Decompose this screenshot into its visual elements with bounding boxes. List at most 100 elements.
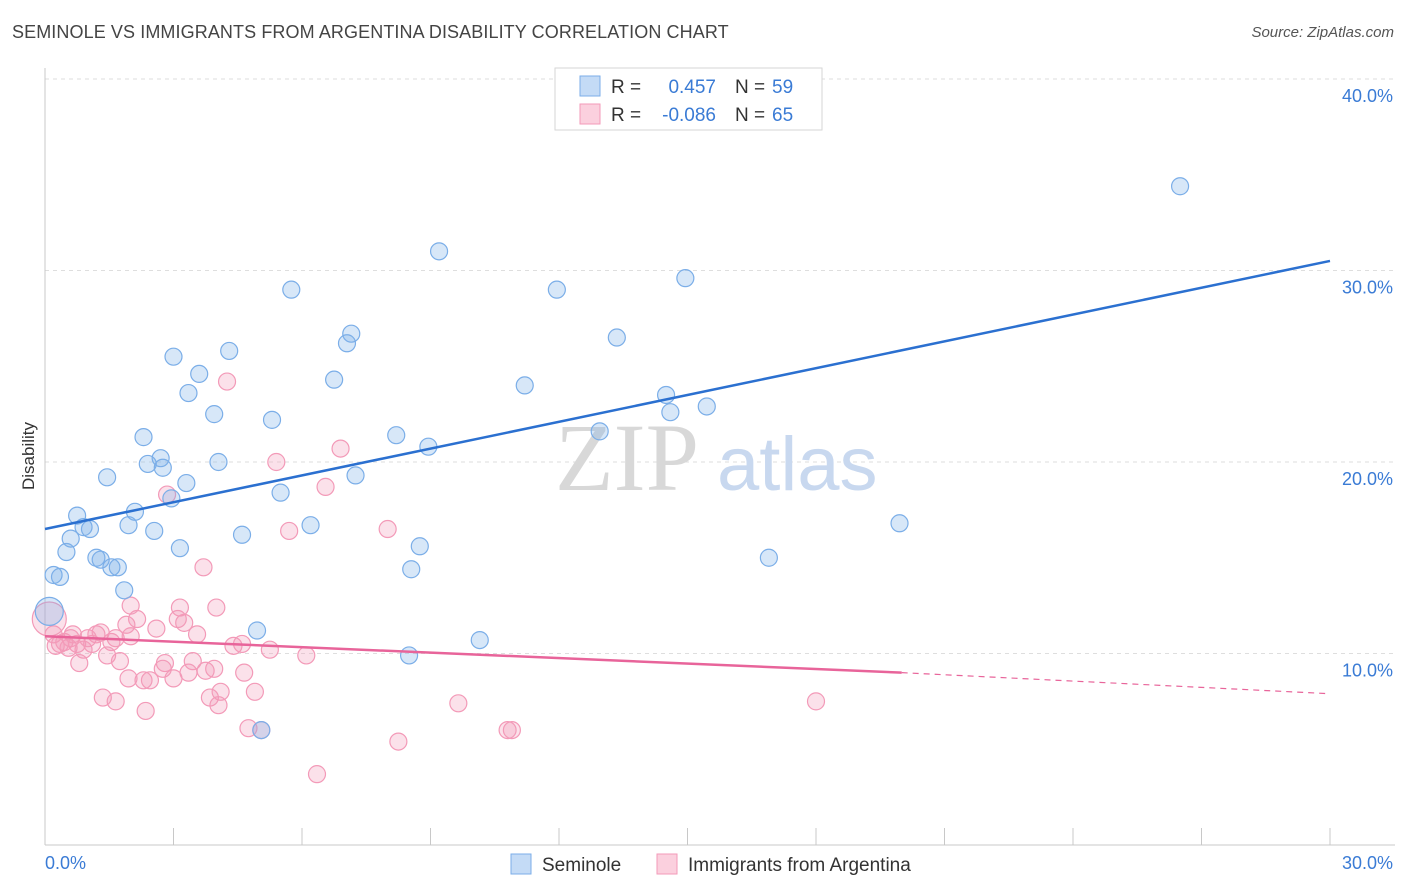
chart-source: Source: ZipAtlas.com (1251, 24, 1394, 41)
seminole-point (676, 269, 695, 288)
argentina-point (267, 452, 286, 472)
seminole-point (590, 422, 609, 441)
argentina-point (175, 613, 194, 632)
seminole-point (1170, 177, 1190, 196)
argentina-point (806, 692, 826, 711)
argentina-point (127, 609, 147, 629)
seminole-point (177, 473, 196, 493)
legend-n-label-1: N = (735, 77, 765, 98)
y-tick-label: 10.0% (1342, 661, 1393, 681)
seminole-point (346, 466, 365, 485)
seminole-point (179, 383, 198, 403)
seminole-point (164, 347, 183, 366)
x-tick-label: 30.0% (1342, 853, 1393, 873)
argentina-point (119, 669, 138, 688)
argentina-trend-extension (901, 672, 1331, 695)
argentina-point (260, 640, 279, 659)
seminole-point (607, 328, 626, 347)
argentina-point (106, 692, 125, 711)
seminole-point (252, 720, 271, 740)
legend-n-label-2: N = (735, 105, 765, 126)
seminole-point (697, 397, 716, 416)
argentina-point (187, 625, 207, 644)
argentina-point (70, 653, 89, 673)
seminole-point (232, 525, 252, 544)
legend-swatch-seminole (579, 75, 601, 97)
watermark: ZIP atlas (555, 404, 878, 511)
argentina-point (207, 598, 226, 617)
legend-n-value-2: 65 (772, 105, 793, 126)
series-argentina-points (31, 372, 826, 784)
bottom-legend-swatch-seminole (510, 853, 532, 875)
legend-r-label-1: R = (611, 77, 641, 98)
argentina-point (245, 682, 264, 701)
tick-labels: 10.0% 20.0% 30.0% 40.0% 0.0% 30.0% (45, 86, 1393, 873)
seminole-point (271, 483, 290, 502)
argentina-point (155, 653, 175, 673)
seminole-point (759, 548, 778, 567)
argentina-point (217, 372, 237, 391)
seminole-point (134, 428, 153, 447)
argentina-point (331, 439, 350, 458)
seminole-point (209, 452, 228, 472)
seminole-point (205, 405, 224, 424)
argentina-point (211, 682, 230, 701)
seminole-point (262, 410, 282, 429)
axes (44, 68, 1395, 846)
seminole-point (429, 242, 449, 261)
argentina-point (183, 652, 202, 671)
argentina-point (209, 696, 228, 715)
watermark-zip: ZIP (555, 404, 699, 511)
watermark-atlas: atlas (717, 422, 878, 507)
bottom-legend-swatch-argentina (656, 853, 678, 875)
seminole-point (153, 458, 172, 477)
argentina-point (205, 659, 224, 678)
seminole-point (170, 539, 190, 558)
seminole-point (301, 516, 320, 535)
argentina-trend-line (44, 635, 902, 674)
seminole-point (342, 324, 361, 343)
argentina-point (280, 521, 299, 541)
bottom-legend: Seminole Immigrants from Argentina (510, 853, 911, 876)
argentina-point (449, 694, 468, 713)
seminole-point (61, 529, 80, 548)
seminole-point (115, 581, 134, 600)
top-legend: R = 0.457 N = 59 R = -0.086 N = 65 (554, 67, 823, 131)
y-axis-label: Disability (19, 421, 38, 490)
trend-lines (44, 259, 1331, 695)
seminole-point (661, 403, 680, 422)
series-seminole-points (34, 177, 1190, 740)
argentina-point (316, 477, 335, 496)
seminole-point (68, 506, 87, 525)
argentina-point (136, 701, 155, 721)
argentina-point (194, 558, 213, 577)
seminole-point (402, 560, 421, 579)
gridlines (45, 78, 1395, 654)
seminole-point (247, 621, 267, 640)
argentina-point (170, 598, 190, 617)
argentina-point (110, 652, 130, 671)
bottom-legend-label-argentina: Immigrants from Argentina (688, 855, 911, 876)
seminole-point (57, 542, 76, 562)
argentina-point (307, 765, 327, 784)
chart-title: SEMINOLE VS IMMIGRANTS FROM ARGENTINA DI… (12, 22, 729, 42)
argentina-point (297, 646, 316, 665)
seminole-point (282, 280, 301, 299)
seminole-point (470, 630, 489, 650)
seminole-point (325, 370, 344, 389)
seminole-trend-line (44, 259, 1331, 531)
y-tick-label: 30.0% (1342, 278, 1393, 298)
seminole-point (890, 514, 909, 533)
argentina-point (502, 720, 521, 740)
argentina-point (498, 720, 517, 740)
argentina-point (134, 671, 153, 690)
seminole-point (34, 596, 64, 626)
seminole-point (98, 468, 117, 487)
y-tick-label: 40.0% (1342, 86, 1393, 106)
argentina-point (117, 615, 136, 634)
legend-r-value-2: -0.086 (662, 105, 716, 126)
seminole-point (337, 334, 357, 353)
legend-n-value-1: 59 (772, 77, 793, 98)
argentina-point (121, 627, 140, 646)
